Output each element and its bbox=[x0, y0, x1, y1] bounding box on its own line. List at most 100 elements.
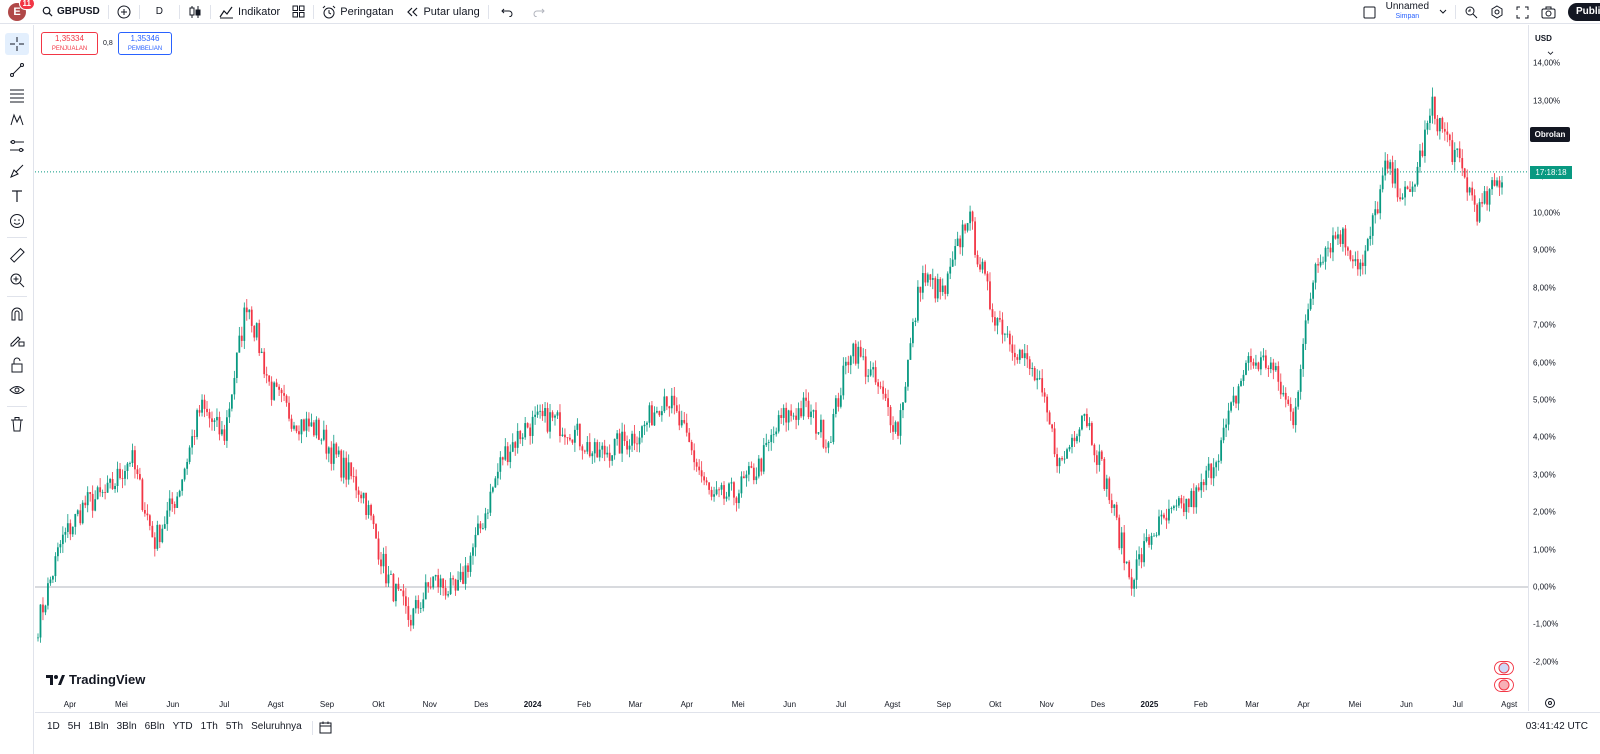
pattern-icon bbox=[10, 113, 24, 126]
hide-drawings-tool[interactable] bbox=[5, 379, 29, 401]
candle-body bbox=[1468, 187, 1471, 193]
candle-body bbox=[904, 386, 907, 403]
forecast-tool[interactable] bbox=[5, 135, 29, 157]
price-axis[interactable] bbox=[1528, 25, 1600, 711]
snapshot-button[interactable] bbox=[1535, 0, 1562, 24]
layout-name: Unnamed bbox=[1385, 1, 1429, 12]
candle-body bbox=[1319, 261, 1322, 266]
fullscreen-button[interactable] bbox=[1510, 0, 1535, 24]
candle-body bbox=[395, 583, 397, 602]
candle-body bbox=[1501, 182, 1503, 188]
indicators-button[interactable]: Indikator bbox=[213, 0, 286, 24]
remove-drawings-tool[interactable] bbox=[5, 413, 29, 435]
candle-body bbox=[81, 502, 84, 524]
emoji-tool[interactable] bbox=[5, 210, 29, 232]
range-button[interactable]: 5Th bbox=[225, 721, 244, 732]
candle-body bbox=[698, 466, 701, 471]
brush-tool[interactable] bbox=[5, 160, 29, 182]
compare-symbol-button[interactable] bbox=[111, 0, 137, 24]
uk-event-flag-icon[interactable] bbox=[1494, 661, 1514, 675]
range-button[interactable]: 5H bbox=[67, 721, 81, 732]
candle-body bbox=[233, 377, 236, 395]
candle-body bbox=[1267, 367, 1270, 370]
chart-pane[interactable]: 1,35334 PENJUALAN 0,8 1,35346 PEMBELIAN bbox=[35, 25, 1528, 711]
candle-body bbox=[198, 410, 201, 413]
candle-body bbox=[357, 490, 360, 495]
sell-button[interactable]: 1,35334 PENJUALAN bbox=[41, 32, 98, 55]
zoom-tool[interactable] bbox=[5, 269, 29, 291]
range-button[interactable]: 1Bln bbox=[88, 721, 109, 732]
candle-body bbox=[1046, 396, 1049, 413]
buy-button[interactable]: 1,35346 PEMBELIAN bbox=[118, 32, 172, 55]
candle-body bbox=[986, 273, 989, 282]
text-tool[interactable] bbox=[5, 185, 29, 207]
range-button[interactable]: 1D bbox=[47, 721, 60, 732]
crosshair-tool[interactable] bbox=[5, 33, 29, 55]
layout-menu-button[interactable] bbox=[1433, 0, 1453, 24]
currency-selector[interactable]: USD bbox=[1531, 31, 1567, 55]
replay-button[interactable]: Putar ulang bbox=[399, 0, 485, 24]
pattern-tool[interactable] bbox=[5, 109, 29, 131]
candle-body bbox=[1120, 532, 1123, 549]
price-axis-label: -1,00% bbox=[1533, 619, 1559, 629]
candle-body bbox=[775, 431, 778, 435]
divider bbox=[138, 4, 140, 19]
us-event-flag-icon[interactable] bbox=[1494, 678, 1514, 692]
price-chart[interactable] bbox=[35, 25, 1528, 711]
fib-tool[interactable] bbox=[5, 84, 29, 106]
candle-body bbox=[817, 432, 820, 434]
range-button[interactable]: 1Th bbox=[200, 721, 218, 732]
candle-body bbox=[407, 606, 410, 620]
utc-clock[interactable]: 03:41:42 UTC bbox=[1526, 721, 1588, 732]
candle-body bbox=[238, 335, 241, 353]
quick-search-button[interactable] bbox=[1458, 0, 1484, 24]
layout-name-button[interactable]: Unnamed Simpan bbox=[1382, 2, 1433, 22]
measure-tool[interactable] bbox=[5, 244, 29, 266]
publish-button[interactable]: Publikasikan bbox=[1568, 3, 1600, 21]
candle-body bbox=[944, 285, 947, 294]
candle-body bbox=[387, 574, 390, 584]
undo-button[interactable] bbox=[491, 0, 523, 24]
candle-body bbox=[934, 278, 937, 299]
time-axis-label: Jun bbox=[1399, 700, 1413, 709]
candle-body bbox=[683, 420, 686, 423]
candle-body bbox=[181, 479, 184, 491]
layout-checkbox[interactable] bbox=[1357, 0, 1382, 24]
range-button[interactable]: 3Bln bbox=[116, 721, 137, 732]
chart-type-button[interactable] bbox=[182, 0, 208, 24]
magnet-tool[interactable] bbox=[5, 303, 29, 325]
candle-body bbox=[99, 487, 102, 493]
alarm-clock-icon bbox=[322, 5, 336, 18]
time-axis-label: Mei bbox=[114, 700, 128, 709]
candle-body bbox=[106, 482, 109, 493]
candle-body bbox=[1349, 250, 1352, 260]
tradingview-logo[interactable]: TradingView bbox=[45, 672, 145, 687]
candle-body bbox=[1128, 561, 1131, 578]
calendar-icon[interactable] bbox=[319, 721, 332, 734]
trend-line-tool[interactable] bbox=[5, 59, 29, 81]
candle-body bbox=[1140, 554, 1143, 563]
lock-drawings-tool[interactable] bbox=[5, 354, 29, 376]
candle-body bbox=[581, 446, 584, 451]
candle-body bbox=[1496, 180, 1498, 186]
redo-button[interactable] bbox=[523, 0, 555, 24]
price-axis-label: 2,00% bbox=[1533, 507, 1556, 517]
candle-body bbox=[404, 596, 407, 607]
symbol-search-button[interactable]: GBPUSD bbox=[36, 0, 106, 24]
candle-body bbox=[337, 450, 340, 455]
candle-body bbox=[1202, 481, 1205, 486]
range-button[interactable]: YTD bbox=[172, 721, 193, 732]
alert-button[interactable]: Peringatan bbox=[316, 0, 399, 24]
chat-button[interactable]: Obrolan bbox=[1530, 127, 1570, 142]
candle-body bbox=[1155, 534, 1158, 536]
range-button[interactable]: 6Bln bbox=[144, 721, 165, 732]
candle-body bbox=[638, 437, 641, 445]
axis-settings-icon[interactable] bbox=[1544, 697, 1556, 709]
interval-button[interactable]: D bbox=[142, 0, 177, 24]
templates-button[interactable] bbox=[286, 0, 311, 24]
user-avatar[interactable]: E 11 bbox=[8, 0, 35, 21]
candle-body bbox=[206, 408, 208, 413]
range-button[interactable]: Seluruhnya bbox=[251, 721, 302, 732]
settings-button[interactable] bbox=[1484, 0, 1510, 24]
stay-in-drawing-mode-tool[interactable] bbox=[5, 329, 29, 351]
